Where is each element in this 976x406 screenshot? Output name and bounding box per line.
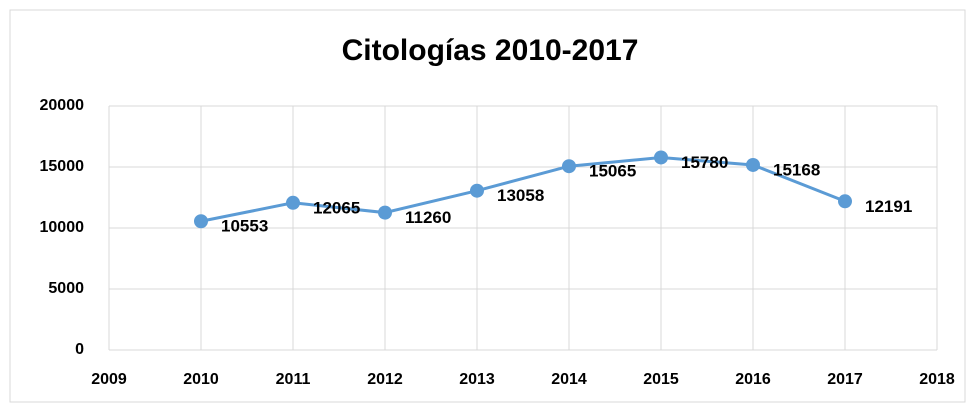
x-tick-label: 2013	[459, 371, 495, 388]
x-tick-label: 2011	[276, 371, 311, 388]
x-tick-label: 2016	[735, 371, 771, 388]
x-tick-label: 2009	[91, 371, 127, 388]
data-point	[286, 195, 300, 210]
data-label: 12191	[865, 197, 912, 216]
data-point	[746, 157, 760, 172]
data-label: 13058	[497, 186, 544, 205]
data-point	[194, 214, 208, 229]
x-tick-label: 2015	[643, 371, 679, 388]
series-line	[200, 155, 846, 223]
x-tick-label: 2010	[183, 371, 219, 388]
data-label: 15780	[681, 153, 728, 172]
y-tick-label: 0	[75, 341, 84, 358]
data-label: 11260	[405, 208, 451, 227]
data-label: 12065	[313, 198, 360, 217]
y-tick-label: 15000	[40, 158, 85, 175]
x-tick-label: 2012	[367, 371, 403, 388]
data-point	[378, 205, 392, 220]
x-tick-label: 2014	[551, 371, 587, 388]
x-tick-label: 2018	[919, 371, 955, 388]
y-tick-label: 20000	[40, 97, 85, 114]
data-label: 10553	[221, 217, 268, 236]
data-point	[562, 159, 576, 174]
y-tick-label: 5000	[48, 280, 84, 297]
data-label: 15168	[773, 160, 820, 179]
chart-frame	[9, 9, 966, 403]
data-point	[654, 150, 668, 165]
x-tick-label: 2017	[827, 371, 863, 388]
chart-title: Citologías 2010-2017	[342, 34, 639, 67]
data-point	[470, 183, 484, 198]
data-label: 15065	[589, 162, 636, 181]
data-point	[838, 194, 852, 209]
y-tick-label: 10000	[40, 219, 85, 236]
